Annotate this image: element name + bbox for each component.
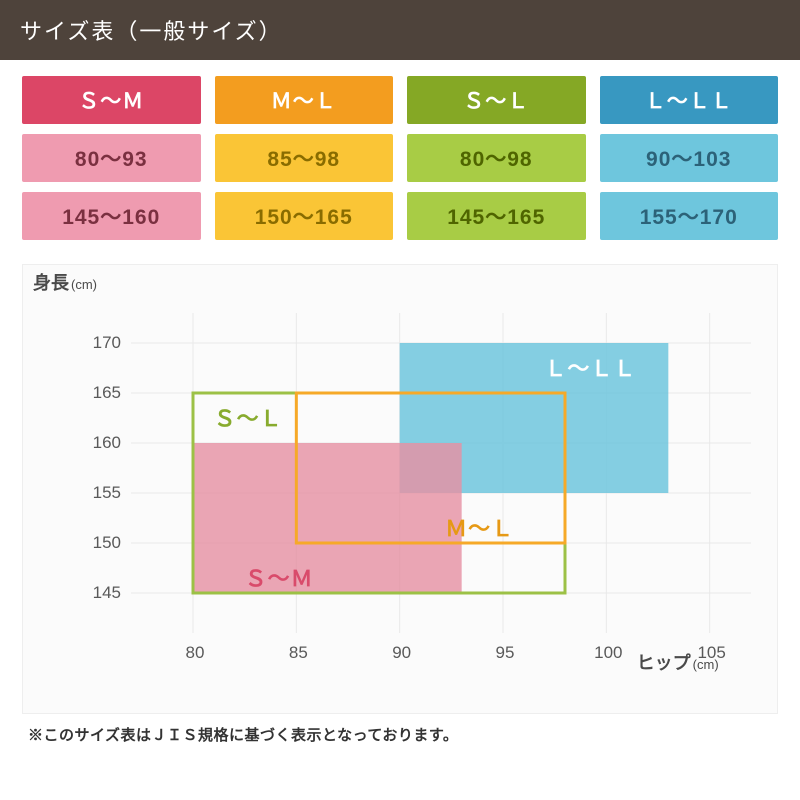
- size-table: Ｓ～Ｍ Ｍ～Ｌ Ｓ～Ｌ Ｌ～ＬＬ 80～93 85～98 80～98 90～103 145～16…: [22, 76, 778, 240]
- size-height-ml: 150～165: [215, 192, 394, 240]
- size-height-sl: 145～165: [407, 192, 586, 240]
- ytick-155: 155: [81, 483, 121, 503]
- x-axis-label: ヒップ(cm): [637, 649, 719, 675]
- xtick-95: 95: [485, 643, 525, 663]
- size-hip-sm: 80～93: [22, 134, 201, 182]
- xtick-80: 80: [175, 643, 215, 663]
- ytick-170: 170: [81, 333, 121, 353]
- region-label-ml: Ｍ～Ｌ: [445, 511, 514, 543]
- size-height-lll: 155～170: [600, 192, 779, 240]
- xtick-100: 100: [588, 643, 628, 663]
- size-table-container: Ｓ～Ｍ Ｍ～Ｌ Ｓ～Ｌ Ｌ～ＬＬ 80～93 85～98 80～98 90～103 145～16…: [0, 60, 800, 250]
- chart-svg: [131, 313, 751, 633]
- ytick-165: 165: [81, 383, 121, 403]
- size-hip-sl: 80～98: [407, 134, 586, 182]
- ytick-150: 150: [81, 533, 121, 553]
- size-head-sl: Ｓ～Ｌ: [407, 76, 586, 124]
- size-head-lll: Ｌ～ＬＬ: [600, 76, 779, 124]
- footnote: ※このサイズ表はＪＩＳ規格に基づく表示となっております。: [28, 724, 800, 745]
- xtick-85: 85: [278, 643, 318, 663]
- y-axis-label: 身長(cm): [33, 269, 97, 295]
- region-label-sl: Ｓ～Ｌ: [214, 401, 283, 433]
- ytick-145: 145: [81, 583, 121, 603]
- region-label-sm: Ｓ～Ｍ: [245, 561, 314, 593]
- size-height-sm: 145～160: [22, 192, 201, 240]
- xtick-90: 90: [382, 643, 422, 663]
- header-title: サイズ表（一般サイズ）: [20, 19, 283, 44]
- ytick-160: 160: [81, 433, 121, 453]
- header-bar: サイズ表（一般サイズ）: [0, 0, 800, 60]
- size-head-ml: Ｍ～Ｌ: [215, 76, 394, 124]
- size-hip-ml: 85～98: [215, 134, 394, 182]
- region-sm: [193, 443, 462, 593]
- size-head-sm: Ｓ～Ｍ: [22, 76, 201, 124]
- size-hip-lll: 90～103: [600, 134, 779, 182]
- chart-container: 身長(cm) Ｌ～ＬＬＳ～ＭＳ～ＬＭ～Ｌ 145150155160165170 …: [22, 264, 778, 714]
- region-label-lll: Ｌ～ＬＬ: [544, 351, 636, 383]
- chart-plot-area: Ｌ～ＬＬＳ～ＭＳ～ＬＭ～Ｌ 145150155160165170 8085909…: [131, 313, 751, 633]
